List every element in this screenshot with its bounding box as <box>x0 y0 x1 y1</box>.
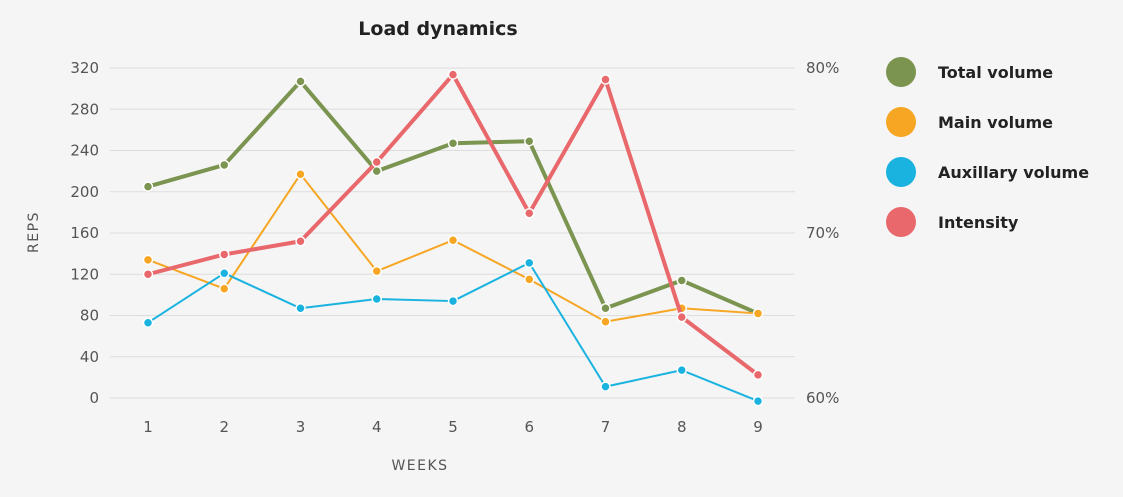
legend-label: Main volume <box>938 113 1053 132</box>
y-tick-label: 40 <box>80 348 99 366</box>
data-point <box>142 254 154 266</box>
x-tick-label: 1 <box>143 418 153 436</box>
y-tick-label: 240 <box>70 142 99 160</box>
data-point <box>524 135 535 147</box>
data-point <box>447 234 459 246</box>
y-tick-label: 120 <box>70 265 99 283</box>
series-line-intensity <box>146 72 760 377</box>
y-tick-label: 0 <box>89 389 99 407</box>
data-point <box>676 311 687 323</box>
y-axis-right: 60% 70% 80% <box>806 59 839 407</box>
y-axis-left: 0 40 80 120 160 200 240 280 320 <box>70 59 99 407</box>
x-tick-label: 5 <box>448 418 458 436</box>
y-tick-label: 280 <box>70 100 99 118</box>
data-point <box>752 308 764 319</box>
series-total-volume <box>142 76 764 319</box>
y-tick-label: 200 <box>70 183 99 201</box>
data-point <box>142 317 154 328</box>
y-axis-label: REPS <box>26 211 42 253</box>
legend: Total volume Main volume Auxillary volume I… <box>886 57 1089 237</box>
x-tick-label: 8 <box>677 418 687 436</box>
data-point <box>676 364 687 376</box>
y2-tick-label: 80% <box>806 59 839 77</box>
x-tick-label: 9 <box>753 418 763 436</box>
x-tick-label: 6 <box>524 418 534 436</box>
data-point <box>600 381 611 392</box>
x-axis-label: WEEKS <box>391 458 448 474</box>
data-point <box>142 269 154 280</box>
data-point <box>447 295 459 307</box>
legend-swatch <box>886 207 916 237</box>
y-tick-label: 80 <box>80 307 99 325</box>
legend-swatch <box>886 57 916 87</box>
data-point <box>600 303 611 314</box>
legend-label: Total volume <box>938 63 1053 82</box>
data-point <box>295 168 306 180</box>
data-point <box>371 265 382 277</box>
gridlines <box>110 67 795 399</box>
legend-item-auxillary-volume: Auxillary volume <box>886 157 1089 187</box>
data-point <box>447 69 459 80</box>
series-layer <box>142 69 764 407</box>
data-point <box>371 156 382 168</box>
x-axis: 1 2 3 4 5 6 7 8 9 <box>143 418 763 436</box>
legend-item-total-volume: Total volume <box>886 57 1053 87</box>
data-point <box>142 181 154 192</box>
legend-item-intensity: Intensity <box>886 207 1019 237</box>
y-tick-label: 320 <box>70 59 99 77</box>
series-intensity <box>142 69 764 381</box>
data-point <box>371 293 382 305</box>
y2-tick-label: 70% <box>806 224 839 242</box>
data-point <box>447 138 459 149</box>
y-tick-label: 160 <box>70 224 99 242</box>
x-tick-label: 2 <box>219 418 229 436</box>
x-tick-label: 3 <box>296 418 306 436</box>
series-line-total-volume <box>146 79 760 316</box>
y2-tick-label: 60% <box>806 389 839 407</box>
data-point <box>676 275 687 286</box>
data-point <box>295 303 306 314</box>
data-point <box>219 159 230 171</box>
legend-item-main-volume: Main volume <box>886 107 1053 137</box>
legend-swatch <box>886 157 916 187</box>
x-tick-label: 7 <box>601 418 611 436</box>
data-point <box>524 257 535 269</box>
data-point <box>219 283 230 294</box>
data-point <box>295 76 306 87</box>
legend-swatch <box>886 107 916 137</box>
data-point <box>295 236 306 247</box>
data-point <box>219 267 230 279</box>
chart-title: Load dynamics <box>358 18 517 40</box>
data-point <box>219 249 230 260</box>
legend-label: Auxillary volume <box>938 163 1089 182</box>
data-point <box>524 274 535 285</box>
data-point <box>524 207 535 219</box>
x-tick-label: 4 <box>372 418 382 436</box>
series-line-auxillary-volume <box>147 261 759 403</box>
legend-label: Intensity <box>938 213 1019 232</box>
data-point <box>600 74 611 85</box>
series-auxillary-volume <box>142 257 764 407</box>
data-point <box>752 369 764 381</box>
data-point <box>600 316 611 327</box>
data-point <box>752 395 764 407</box>
